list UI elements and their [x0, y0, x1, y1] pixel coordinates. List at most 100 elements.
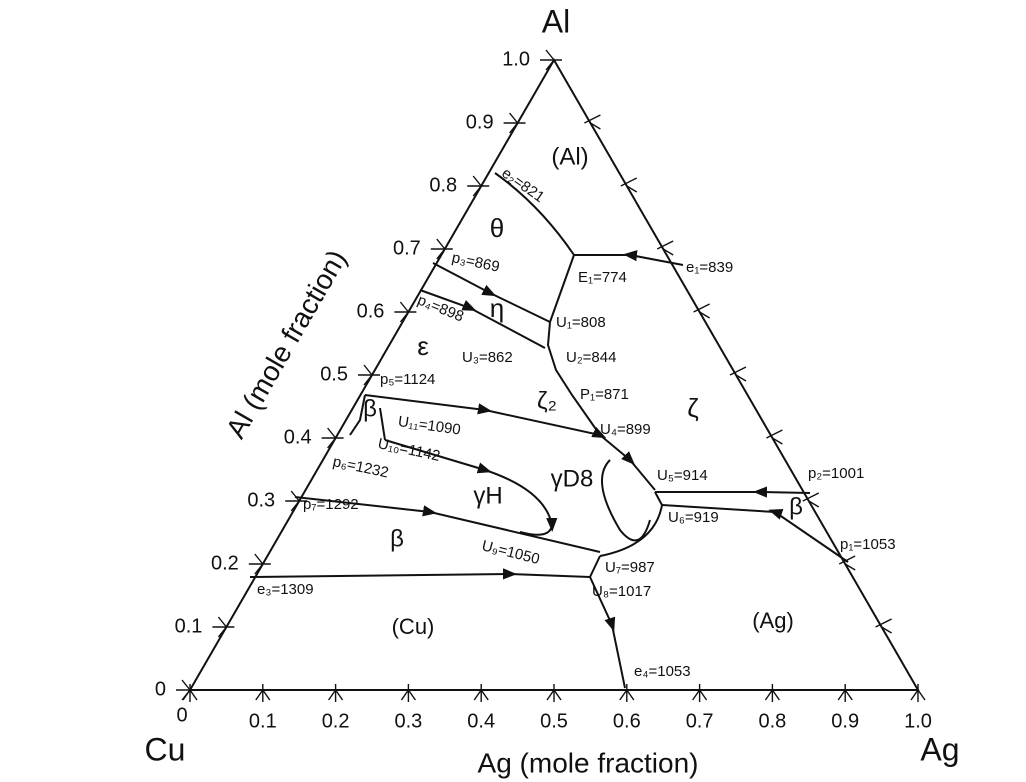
region-label: ζ₂	[537, 387, 557, 414]
tick-label: 0	[176, 704, 187, 726]
region-label: β	[789, 493, 803, 520]
region-label: ε	[417, 331, 429, 361]
tick-mark	[699, 689, 708, 701]
tick-mark	[546, 689, 555, 701]
tick-label: 0.1	[175, 615, 203, 637]
tick-mark	[400, 689, 409, 701]
corner-label: Cu	[145, 731, 186, 767]
tick-mark	[656, 240, 674, 250]
tick-mark	[590, 122, 601, 130]
tick-label: 0.5	[540, 710, 568, 732]
tick-label: 0.9	[466, 111, 494, 133]
tick-mark	[699, 311, 710, 319]
point-label: U₇=987	[605, 559, 655, 576]
tick-mark	[254, 553, 264, 565]
point-label: P₁=871	[580, 386, 629, 403]
point-label: p₆=1232	[331, 453, 390, 481]
point-label: U₃=862	[462, 349, 513, 366]
point-label: e₃=1309	[257, 581, 314, 598]
region-label: (Al)	[551, 143, 588, 170]
tick-mark	[875, 618, 892, 628]
tick-label: 0.4	[467, 710, 495, 732]
point-label: p₁=1053	[840, 536, 896, 553]
tick-mark	[327, 427, 337, 439]
point-label: U₈=1017	[592, 583, 651, 600]
region-label: β	[390, 525, 404, 552]
tick-mark	[327, 437, 337, 449]
tick-mark	[217, 616, 227, 628]
point-label: e₁=839	[686, 259, 733, 276]
point-label: U₁=808	[556, 314, 606, 331]
tick-mark	[917, 689, 926, 701]
point-label: U₂=844	[566, 349, 616, 366]
tick-label: 0.2	[211, 552, 239, 574]
tick-mark	[262, 689, 271, 701]
phase-boundaries	[249, 172, 849, 689]
tick-mark	[509, 122, 519, 134]
tick-mark	[181, 679, 191, 691]
tick-mark	[910, 689, 919, 701]
tick-mark	[189, 689, 198, 701]
point-label: e₄=1053	[634, 663, 691, 680]
tick-mark	[545, 59, 555, 71]
tick-mark	[473, 689, 482, 701]
tick-mark	[363, 374, 373, 386]
point-label: e₂=821	[498, 165, 547, 206]
region-label: (Cu)	[392, 614, 435, 639]
point-label: U₅=914	[657, 467, 708, 484]
point-label: U₁₁=1090	[397, 413, 462, 439]
tick-mark	[808, 500, 820, 508]
tick-mark	[399, 311, 409, 323]
tick-mark	[772, 437, 783, 445]
region-label: η	[490, 293, 504, 323]
tick-mark	[436, 238, 446, 250]
tick-mark	[328, 689, 337, 701]
point-label: U₉=1050	[480, 537, 541, 568]
tick-label: 0.7	[393, 237, 421, 259]
region-label: θ	[490, 213, 504, 243]
point-label: p₅=1124	[380, 371, 435, 388]
tick-mark	[254, 563, 264, 575]
tick-mark	[472, 175, 482, 187]
tick-mark	[255, 689, 264, 701]
tick-mark	[844, 563, 856, 571]
tick-label: 1.0	[502, 48, 530, 70]
tick-mark	[771, 689, 780, 701]
tick-mark	[217, 626, 227, 638]
tick-mark	[620, 177, 638, 187]
tick-mark	[335, 689, 344, 701]
tick-mark	[407, 689, 416, 701]
tick-label: 0.7	[686, 710, 714, 732]
tick-mark	[290, 490, 300, 502]
tick-label: 0.5	[320, 363, 348, 385]
region-label: (Ag)	[752, 608, 794, 633]
axis-label: Ag (mole fraction)	[478, 747, 699, 778]
tick-mark	[802, 492, 820, 502]
tick-label: 0.9	[831, 710, 859, 732]
region-label: γH	[473, 482, 502, 509]
corner-label: Al	[542, 3, 570, 39]
tick-mark	[766, 429, 783, 439]
tick-mark	[480, 689, 489, 701]
tick-mark	[363, 364, 373, 376]
tick-mark	[838, 555, 856, 565]
tick-label: 0.1	[249, 710, 277, 732]
tick-mark	[553, 689, 562, 701]
point-label: U₄=899	[600, 421, 651, 438]
axis-label: Al (mole fraction)	[220, 245, 353, 444]
tick-label: 0.8	[758, 710, 786, 732]
tick-mark	[509, 112, 519, 124]
tick-mark	[662, 248, 674, 256]
tick-mark	[626, 185, 638, 193]
tick-mark	[472, 185, 482, 197]
region-label: γD8	[551, 465, 594, 492]
tick-label: 0.2	[322, 710, 350, 732]
tick-label: 0.3	[247, 489, 275, 511]
tick-mark	[729, 366, 747, 376]
tick-mark	[290, 500, 300, 512]
tick-label: 1.0	[904, 710, 932, 732]
tick-label: 0.8	[429, 174, 457, 196]
point-label: U₆=919	[668, 509, 719, 526]
tick-mark	[584, 114, 601, 124]
